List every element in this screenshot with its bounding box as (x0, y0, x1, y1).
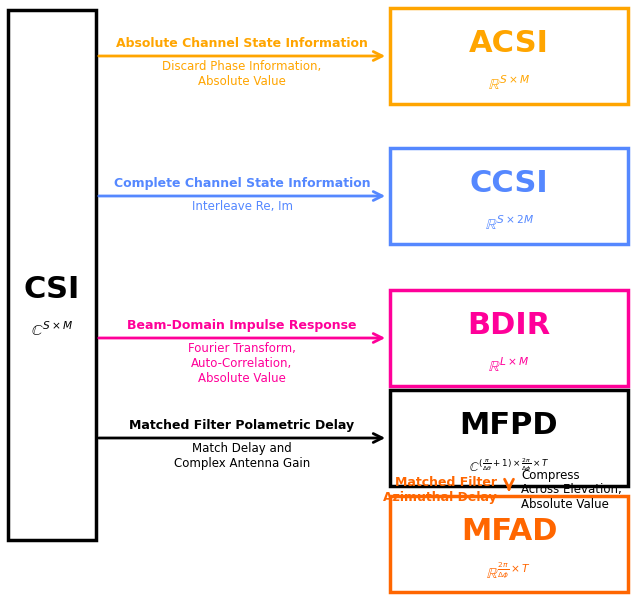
Text: $\mathbb{C}^{S\times M}$: $\mathbb{C}^{S\times M}$ (31, 321, 73, 339)
Text: Complete Channel State Information: Complete Channel State Information (114, 177, 371, 190)
Text: Discard Phase Information,
Absolute Value: Discard Phase Information, Absolute Valu… (163, 60, 322, 88)
Text: Compress
Across Elevation,
Absolute Value: Compress Across Elevation, Absolute Valu… (521, 469, 621, 512)
Text: $\mathbb{R}^{S\times 2M}$: $\mathbb{R}^{S\times 2M}$ (484, 214, 534, 233)
Bar (390, 290, 628, 386)
Text: Matched Filter Polametric Delay: Matched Filter Polametric Delay (129, 419, 355, 432)
Text: $\mathbb{R}^{\frac{2\pi}{\Delta\phi}\times T}$: $\mathbb{R}^{\frac{2\pi}{\Delta\phi}\tim… (486, 562, 531, 582)
Bar (390, 496, 628, 592)
Bar (390, 390, 628, 486)
Text: $\mathbb{R}^{S\times M}$: $\mathbb{R}^{S\times M}$ (488, 75, 530, 94)
Text: CCSI: CCSI (470, 170, 548, 199)
Text: $\mathbb{R}^{L\times M}$: $\mathbb{R}^{L\times M}$ (488, 356, 530, 375)
Text: BDIR: BDIR (467, 312, 550, 341)
Bar (8, 10, 96, 540)
Text: Fourier Transform,
Auto-Correlation,
Absolute Value: Fourier Transform, Auto-Correlation, Abs… (188, 342, 296, 385)
Text: Absolute Channel State Information: Absolute Channel State Information (116, 37, 368, 50)
Text: MFAD: MFAD (461, 518, 557, 547)
Text: Matched Filter
Azimuthal Delay: Matched Filter Azimuthal Delay (383, 476, 497, 504)
Bar (390, 8, 628, 104)
Text: Interleave Re, Im: Interleave Re, Im (191, 200, 292, 213)
Text: CSI: CSI (24, 275, 80, 304)
Text: Match Delay and
Complex Antenna Gain: Match Delay and Complex Antenna Gain (174, 442, 310, 470)
Text: MFPD: MFPD (460, 411, 558, 440)
Bar (390, 148, 628, 244)
Text: Beam-Domain Impulse Response: Beam-Domain Impulse Response (127, 319, 356, 332)
Text: $\mathbb{C}^{(\frac{\pi}{\Delta\theta}+1)\times\frac{2\pi}{\Delta\phi}\times T}$: $\mathbb{C}^{(\frac{\pi}{\Delta\theta}+1… (468, 458, 549, 475)
Text: ACSI: ACSI (469, 30, 549, 59)
